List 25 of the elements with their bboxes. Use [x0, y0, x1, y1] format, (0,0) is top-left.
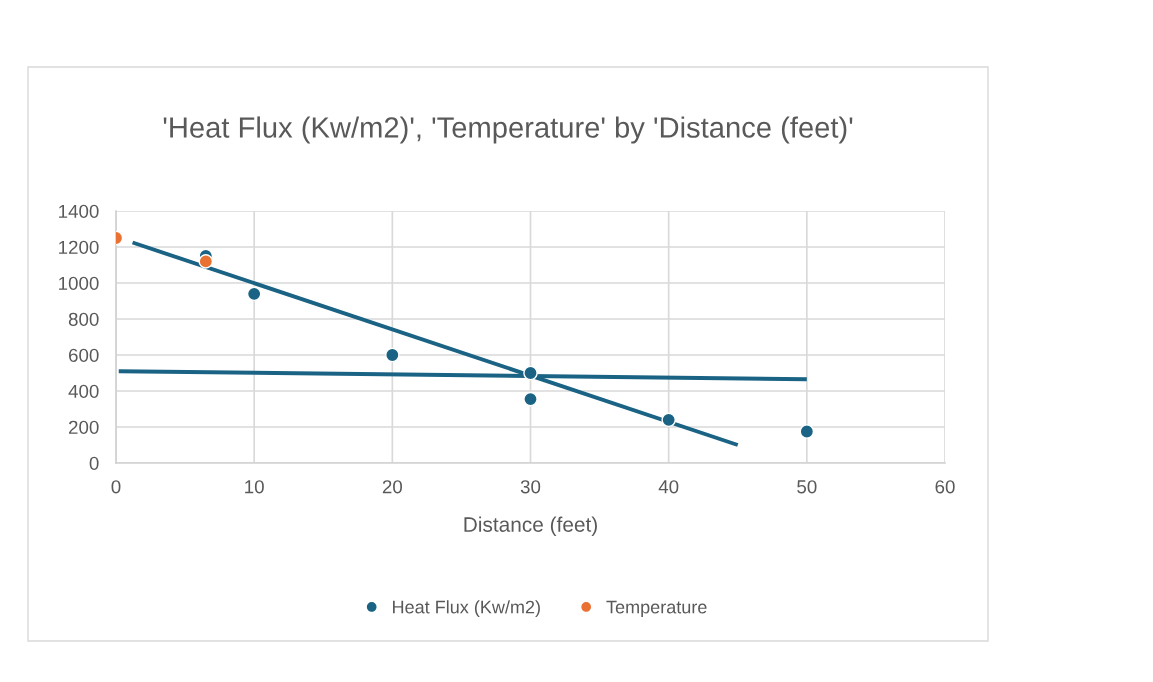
- point: [523, 391, 538, 407]
- x-tick-label: 40: [658, 480, 679, 494]
- point: [523, 365, 538, 381]
- x-tick-label: 60: [935, 480, 955, 494]
- point: [661, 412, 676, 428]
- x-axis-title: Distance (feet): [464, 516, 597, 536]
- x-tick-label: 20: [382, 480, 403, 494]
- y-tick-label: 400: [68, 384, 99, 398]
- x-tick-label: 0: [111, 480, 121, 494]
- y-tick-label: 600: [69, 348, 99, 362]
- chart-title: 'Heat Flux (Kw/m2)', 'Temperature' by 'Distance (feet)': [163, 116, 853, 144]
- y-tick-label: 800: [68, 312, 99, 326]
- x-tick-label: 50: [797, 480, 817, 494]
- legend-label: Temperature: [606, 600, 707, 618]
- point: [799, 424, 815, 439]
- point: [385, 347, 400, 363]
- y-tick-label: 1000: [59, 276, 99, 290]
- point: [246, 286, 262, 302]
- y-tick-label: 1200: [59, 240, 99, 254]
- y-tick-label: 200: [69, 420, 99, 434]
- x-tick-label: 10: [245, 480, 264, 494]
- legend-label: Heat Flux (Kw/m2): [393, 600, 540, 618]
- x-tick-label: 30: [520, 480, 541, 494]
- y-tick-label: 0: [89, 456, 99, 470]
- y-tick-label: 1400: [59, 204, 99, 218]
